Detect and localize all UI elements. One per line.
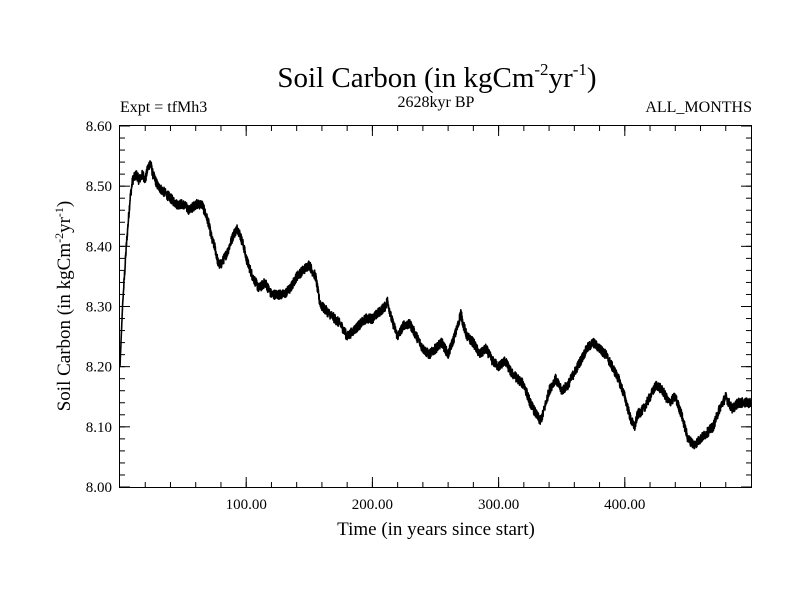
y-tick-label: 8.20 [86, 360, 112, 376]
x-tick-label: 400.00 [604, 497, 645, 513]
x-tick-label: 200.00 [352, 497, 393, 513]
y-tick-label: 8.60 [86, 119, 112, 135]
axis-ticks: 8.00 8.10 8.20 8.30 8.40 8.50 8.60 100.00 200.00… [86, 119, 751, 513]
y-tick-label: 8.40 [86, 239, 112, 255]
y-tick-label: 8.10 [86, 420, 112, 436]
plot-frame [119, 125, 752, 488]
x-tick-label: 300.00 [478, 497, 519, 513]
experiment-label: Expt = tfMh3 [120, 99, 207, 116]
months-label: ALL_MONTHS [645, 99, 752, 116]
y-axis-label: Soil Carbon (in kgCm-2yr-1) [52, 201, 75, 412]
series-line-soil-carbon [119, 160, 752, 450]
y-tick-label: 8.30 [86, 300, 112, 316]
chart-title: Soil Carbon (in kgCm-2yr-1) [277, 60, 596, 94]
x-tick-label: 100.00 [226, 497, 267, 513]
x-axis-label: Time (in years since start) [337, 519, 535, 540]
period-label: 2628kyr BP [398, 94, 475, 111]
y-tick-label: 8.00 [86, 480, 112, 496]
y-tick-label: 8.50 [86, 179, 112, 195]
